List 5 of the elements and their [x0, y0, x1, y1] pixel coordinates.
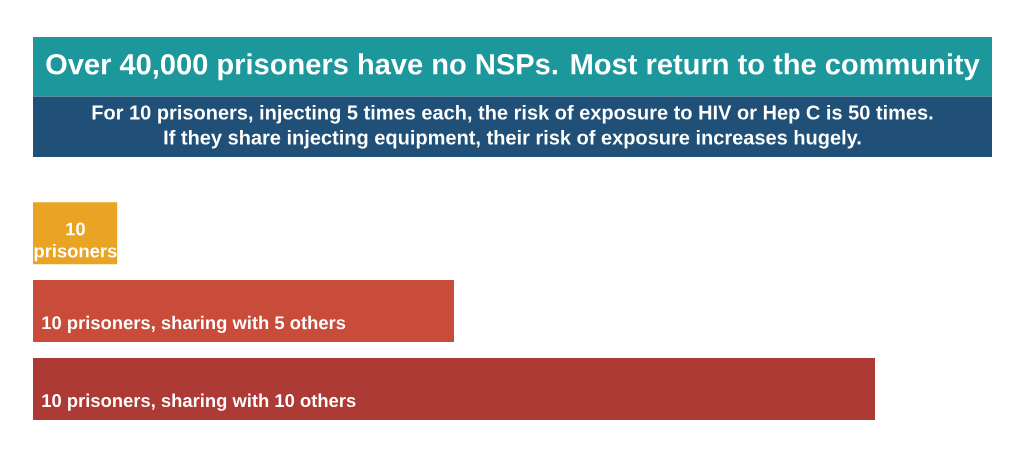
y-tick-label: 10 prisoners, sharing with 10 others	[42, 393, 356, 411]
y-tick-label: 10 prisoners, sharing with 5 others	[42, 315, 346, 333]
y-tick-label: 10 prisoners	[34, 222, 117, 262]
chart-title: Over 40,000 prisoners have no NSPs. Most return to the community	[46, 53, 980, 81]
chart-subtitle: For 10 prisoners, injecting 5 times each, the risk of exposure to HIV or Hep C is 50 times. If they share injecting equipment, their risk of exposure increases hugely.	[92, 104, 933, 149]
